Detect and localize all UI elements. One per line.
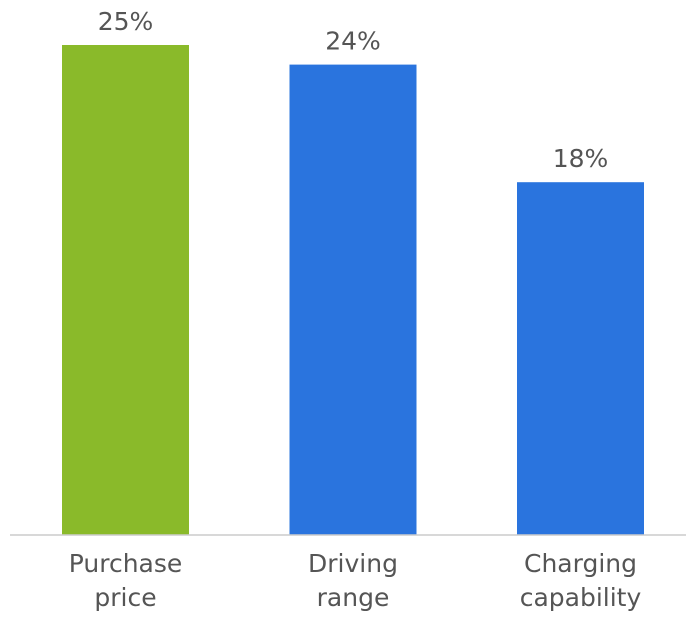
value-label: 18% — [553, 144, 609, 173]
value-label: 25% — [98, 7, 154, 36]
x-tick-label: Driving range — [308, 549, 398, 612]
x-tick-label: Purchase price — [69, 549, 183, 612]
bar — [289, 64, 417, 535]
bar — [62, 45, 189, 535]
x-tick-label: Charging capability — [520, 549, 642, 612]
bar — [517, 182, 644, 535]
value-label: 24% — [325, 27, 381, 56]
